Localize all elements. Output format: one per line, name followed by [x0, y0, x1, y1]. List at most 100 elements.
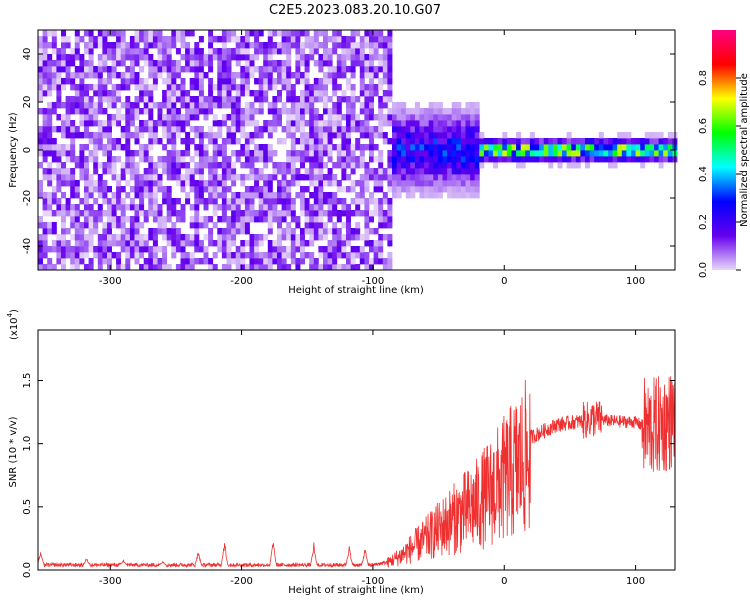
- spectrogram-cell: [346, 264, 351, 271]
- spectrogram-cell: [74, 48, 80, 55]
- spectrogram-cell: [355, 264, 361, 271]
- spectrogram-cell: [107, 126, 112, 133]
- spectrogram-cell: [97, 126, 103, 133]
- spectrogram-cell: [396, 186, 402, 193]
- spectrogram-cell: [84, 186, 89, 193]
- spectrogram-cell: [74, 132, 80, 139]
- spectrogram-cell: [107, 210, 112, 217]
- spectrogram-cell: [148, 120, 154, 127]
- spectrogram-cell: [511, 144, 517, 151]
- spectrogram-cell: [254, 168, 260, 175]
- spectrogram-cell: [74, 36, 80, 43]
- spectrogram-cell: [433, 162, 439, 169]
- spectrogram-cell: [378, 156, 384, 163]
- spectrogram-cell: [162, 234, 168, 241]
- spectrogram-cell: [410, 174, 416, 181]
- spectrogram-cell: [125, 132, 131, 139]
- spectrogram-cell: [157, 264, 163, 271]
- spectrogram-cell: [166, 228, 172, 235]
- spectrogram-cell: [175, 180, 181, 187]
- spectrogram-cell: [116, 54, 122, 61]
- spectrogram-cell: [74, 84, 80, 91]
- spectrogram-cell: [451, 162, 457, 169]
- spectrogram-cell: [231, 228, 237, 235]
- spectrogram-cell: [56, 96, 62, 103]
- spectrogram-cell: [102, 66, 108, 73]
- spectrogram-cell: [332, 102, 338, 109]
- spectrogram-cell: [373, 54, 379, 61]
- spectrogram-cell: [387, 66, 393, 73]
- spectrogram-cell: [198, 240, 204, 247]
- spectrogram-cell: [47, 30, 53, 37]
- spectrogram-cell: [148, 210, 154, 217]
- spectrogram-cell: [143, 120, 149, 127]
- spectrogram-cell: [171, 156, 177, 163]
- spectrogram-cell: [148, 126, 154, 133]
- spectrogram-cell: [38, 96, 43, 103]
- spectrogram-cell: [336, 264, 342, 271]
- spectrogram-cell: [313, 150, 319, 157]
- spectrogram-cell: [175, 114, 181, 121]
- spectrogram-cell: [120, 42, 126, 49]
- spectrogram-cell: [47, 138, 53, 145]
- spectrogram-cell: [474, 126, 480, 133]
- spectrogram-cell: [442, 144, 448, 151]
- spectrogram-cell: [341, 90, 347, 97]
- colorbar-tick-label: 0.8: [698, 70, 709, 86]
- spectrogram-cell: [336, 132, 342, 139]
- spectrogram-cell: [244, 174, 250, 181]
- spectrogram-cell: [387, 114, 393, 121]
- spectrogram-cell: [254, 36, 260, 43]
- spectrogram-cell: [474, 168, 480, 175]
- spectrogram-cell: [295, 36, 301, 43]
- spectrogram-cell: [341, 234, 347, 241]
- colorbar-scale: [712, 30, 736, 270]
- spectrogram-cell: [286, 162, 292, 169]
- spectrogram-cell: [313, 210, 319, 217]
- spectrogram-cell: [382, 36, 388, 43]
- spectrogram-cell: [258, 264, 264, 271]
- spectrogram-cell: [428, 132, 434, 139]
- spectrogram-cell: [323, 144, 328, 151]
- spectrogram-cell: [97, 216, 103, 223]
- spectrogram-cell: [341, 264, 347, 271]
- spectrogram-cell: [166, 66, 172, 73]
- spectrogram-cell: [162, 132, 168, 139]
- spectrogram-cell: [171, 228, 177, 235]
- spectrogram-cell: [548, 150, 554, 157]
- spectrogram-cell: [84, 222, 89, 229]
- colorbar: 0.00.20.40.60.8 Normalized spectral ampl…: [698, 30, 750, 278]
- spectrogram-cell: [208, 156, 214, 163]
- spectrogram-cell: [350, 114, 356, 121]
- spectrogram-cell: [42, 132, 48, 139]
- spectrogram-cell: [134, 252, 140, 259]
- spectrogram-cell: [180, 234, 186, 241]
- spectrogram-cell: [42, 72, 48, 79]
- spectrogram-cell: [88, 150, 94, 157]
- spectrogram-cell: [97, 180, 103, 187]
- spectrogram-cell: [208, 42, 214, 49]
- spectrogram-cell: [129, 240, 135, 247]
- spectrogram-cell: [157, 210, 163, 217]
- spectrogram-cell: [180, 180, 186, 187]
- spectrogram-cell: [640, 162, 646, 169]
- spectrogram-cell: [74, 90, 80, 97]
- spectrogram-cell: [212, 132, 218, 139]
- spectrogram-cell: [318, 84, 324, 91]
- spectrogram-cell: [198, 162, 204, 169]
- spectrogram-cell: [129, 132, 135, 139]
- spectrogram-cell: [134, 192, 140, 199]
- spectrogram-cell: [295, 180, 301, 187]
- spectrogram-cell: [171, 108, 177, 115]
- spectrogram-cell: [97, 210, 103, 217]
- spectrogram-cell: [189, 180, 195, 187]
- spectrogram-cell: [327, 150, 333, 157]
- spectrogram-cell: [65, 120, 71, 127]
- spectrogram-cell: [185, 240, 191, 247]
- spectrogram-cell: [557, 150, 563, 157]
- spectrogram-cell: [286, 150, 292, 157]
- spectrogram-cell: [254, 42, 260, 49]
- spectrogram-cell: [93, 108, 99, 115]
- spectrogram-cell: [460, 192, 466, 199]
- spectrogram-cell: [194, 246, 200, 253]
